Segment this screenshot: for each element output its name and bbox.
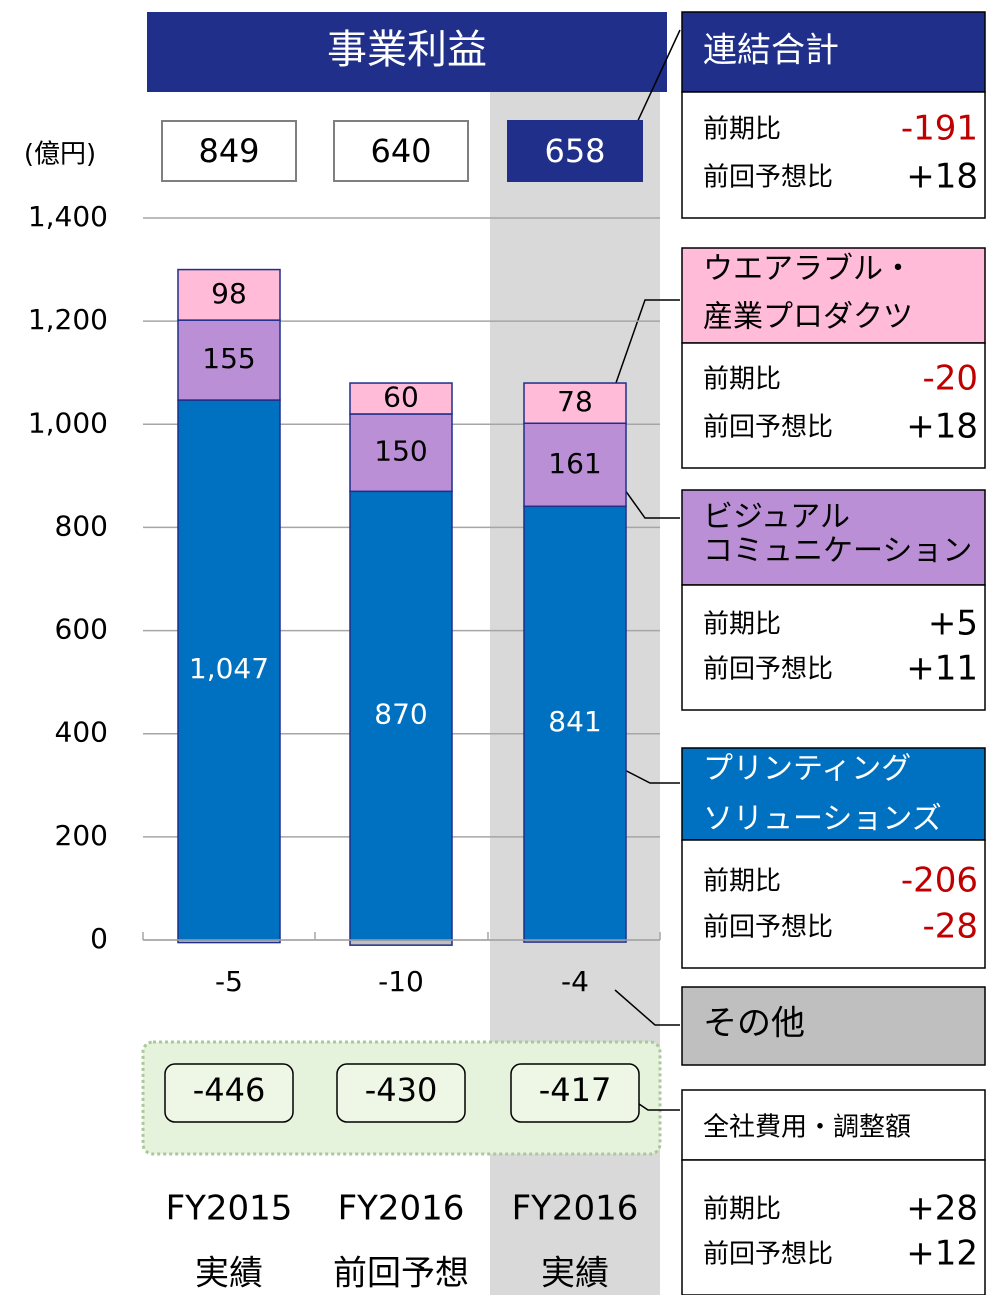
y-tick-label: 200	[55, 819, 108, 852]
total-label: 849	[198, 132, 259, 170]
title-bar	[147, 12, 667, 92]
cost-label: -446	[193, 1071, 266, 1109]
panel-title-box	[681, 247, 986, 344]
x-tick-label: FY2016	[512, 1189, 639, 1229]
bar-segment	[349, 382, 453, 415]
panel-item-label: 前期比	[703, 1195, 781, 1225]
panel-title-box	[681, 1089, 986, 1161]
data-label: 78	[557, 385, 593, 418]
panel-title-box	[681, 489, 986, 586]
total-label: 640	[370, 132, 431, 170]
bar-segment	[177, 268, 281, 321]
data-label: 60	[383, 381, 419, 414]
bar-segment	[349, 939, 453, 946]
total-box	[333, 120, 469, 182]
panel-title-box	[681, 986, 986, 1066]
data-label: 155	[202, 342, 255, 375]
panel-item-label: 前期比	[703, 365, 781, 395]
panel-item-value: -28	[922, 907, 978, 947]
panel-title-box	[681, 747, 986, 841]
panel-title: プリンティング	[703, 752, 911, 787]
bar-segment	[523, 422, 627, 508]
total-label: 658	[544, 132, 605, 170]
panel-title: 全社費用・調整額	[703, 1113, 911, 1143]
x-tick-label: FY2015	[166, 1189, 293, 1229]
panel-box	[681, 584, 986, 711]
data-label: 1,047	[189, 652, 269, 685]
panel-item-label: 前期比	[703, 610, 781, 640]
panel-item-value: +5	[928, 604, 978, 644]
data-label: -5	[215, 965, 243, 998]
panel-item-value: +18	[906, 407, 978, 447]
panel-item-label: 前回予想比	[703, 163, 833, 193]
total-box	[161, 120, 297, 182]
total-box	[507, 120, 643, 182]
data-label: 870	[374, 698, 427, 731]
chart-title: 事業利益	[327, 27, 487, 73]
panel-title: ビジュアル	[703, 500, 850, 535]
panel-title: ソリューションズ	[703, 802, 942, 837]
x-tick-label: 前回予想	[333, 1254, 469, 1294]
unit-label: (億円)	[24, 140, 96, 170]
panel-box	[681, 91, 986, 219]
y-tick-label: 400	[55, 716, 108, 749]
panel-title: ウエアラブル・	[703, 252, 913, 287]
panel-item-label: 前期比	[703, 867, 781, 897]
panel-title-box	[681, 11, 986, 93]
panel-box	[681, 1159, 986, 1295]
cost-box	[164, 1063, 294, 1123]
panel-item-label: 前期比	[703, 115, 781, 145]
panel-item-value: -20	[922, 359, 978, 399]
panel-box	[681, 342, 986, 469]
y-tick-label: 1,200	[28, 303, 108, 336]
cost-label: -417	[539, 1071, 612, 1109]
data-label: -4	[561, 965, 589, 998]
panel-item-value: +18	[906, 157, 978, 197]
y-tick-label: 800	[55, 509, 108, 542]
y-tick-label: 1,000	[28, 406, 108, 439]
y-tick-label: 1,400	[28, 200, 108, 233]
bar-segment	[523, 382, 627, 425]
cost-box	[336, 1063, 466, 1123]
panel-item-value: +28	[906, 1189, 978, 1229]
cost-label: -430	[365, 1071, 438, 1109]
data-label: 150	[374, 435, 427, 468]
panel-item-label: 前回予想比	[703, 413, 833, 443]
x-tick-label: FY2016	[338, 1189, 465, 1229]
panel-box	[681, 839, 986, 969]
panel-item-value: +11	[906, 649, 978, 689]
data-label: 161	[548, 447, 601, 480]
panel-title: コミュニケーション	[703, 534, 972, 569]
panel-item-label: 前回予想比	[703, 655, 833, 685]
panel-item-value: -191	[901, 109, 978, 149]
panel-item-label: 前回予想比	[703, 913, 833, 943]
panel-item-value: -206	[901, 861, 978, 901]
bar-segment	[523, 505, 627, 941]
data-label: -10	[378, 965, 424, 998]
y-tick-label: 0	[90, 922, 108, 955]
data-label: 98	[211, 277, 247, 310]
panel-item-label: 前回予想比	[703, 1240, 833, 1270]
bar-segment	[349, 490, 453, 941]
panel-title: 産業プロダクツ	[703, 300, 913, 335]
x-tick-label: 実績	[541, 1254, 609, 1294]
bar-segment	[349, 413, 453, 493]
cost-box	[510, 1063, 640, 1123]
panel-title: 連結合計	[703, 31, 839, 71]
x-tick-label: 実績	[195, 1254, 263, 1294]
y-tick-label: 600	[55, 613, 108, 646]
panel-item-value: +12	[906, 1234, 978, 1274]
bar-segment	[177, 399, 281, 941]
bar-segment	[177, 319, 281, 401]
data-label: 841	[548, 705, 601, 738]
panel-title: その他	[703, 1004, 805, 1044]
